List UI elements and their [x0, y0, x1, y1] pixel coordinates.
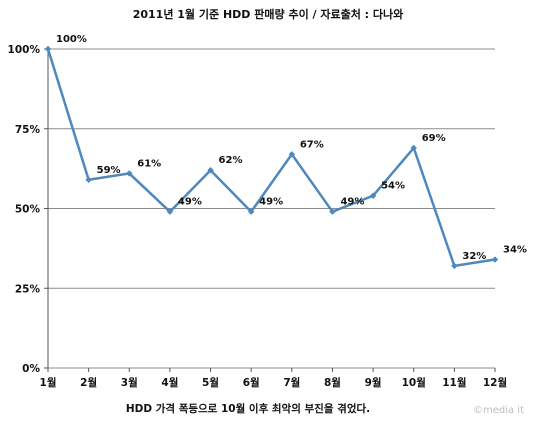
chart-title: 2011년 1월 기준 HDD 판매량 추이 / 자료출처 : 다나와: [133, 7, 404, 21]
data-point: [166, 208, 174, 215]
x-tick-label: 4월: [161, 376, 178, 389]
data-point: [369, 192, 377, 199]
data-label: 34%: [503, 245, 527, 256]
data-label: 49%: [178, 197, 202, 208]
x-tick-label: 1월: [40, 376, 57, 389]
data-point: [85, 176, 92, 183]
data-point: [126, 170, 133, 177]
series-line: [46, 48, 496, 268]
x-tick-label: 2월: [80, 376, 97, 389]
data-label: 32%: [462, 251, 486, 262]
series-sales: [44, 45, 499, 270]
data-label: 67%: [300, 139, 324, 150]
x-tick-label: 8월: [324, 376, 341, 389]
data-point: [410, 144, 417, 152]
data-point: [247, 208, 255, 215]
chart-caption: HDD 가격 폭등으로 10월 이후 최악의 부진을 겪었다.: [126, 402, 370, 415]
x-tick-label: 11월: [442, 376, 466, 389]
data-point: [288, 151, 296, 158]
data-point: [491, 256, 499, 263]
x-tick-label: 9월: [365, 376, 382, 389]
data-label: 54%: [381, 181, 405, 192]
watermark: ©media it: [473, 405, 524, 416]
y-tick-label: 0%: [22, 363, 40, 375]
y-axis-ticks: 0% 25% 50% 75% 100%: [8, 44, 49, 375]
x-tick-label: 10월: [402, 376, 426, 389]
data-point: [44, 45, 52, 53]
x-axis-ticks: 1월 2월 3월 4월 5월 6월 7월 8월 9월 10월 11월 12월: [40, 368, 507, 389]
data-point: [207, 167, 214, 174]
data-labels: 100% 59% 61% 49% 62% 49% 67% 49% 54% 69% 32% 34%: [56, 34, 527, 262]
data-point: [451, 262, 458, 270]
x-tick-label: 6월: [243, 376, 260, 389]
data-label: 62%: [219, 155, 243, 166]
y-tick-label: 25%: [15, 283, 41, 295]
y-tick-label: 50%: [15, 204, 41, 216]
data-label: 49%: [340, 197, 364, 208]
data-label: 61%: [137, 158, 161, 169]
x-tick-label: 7월: [283, 376, 300, 389]
x-tick-label: 5월: [202, 376, 219, 389]
gridlines: [48, 48, 495, 369]
y-tick-label: 75%: [15, 124, 41, 136]
data-label: 49%: [259, 197, 283, 208]
data-label: 69%: [422, 133, 446, 144]
y-tick-label: 100%: [8, 44, 41, 56]
data-point: [329, 208, 336, 215]
data-label: 100%: [56, 34, 87, 45]
x-tick-label: 12월: [483, 376, 507, 389]
x-tick-label: 3월: [121, 376, 138, 389]
data-label: 59%: [97, 165, 121, 176]
